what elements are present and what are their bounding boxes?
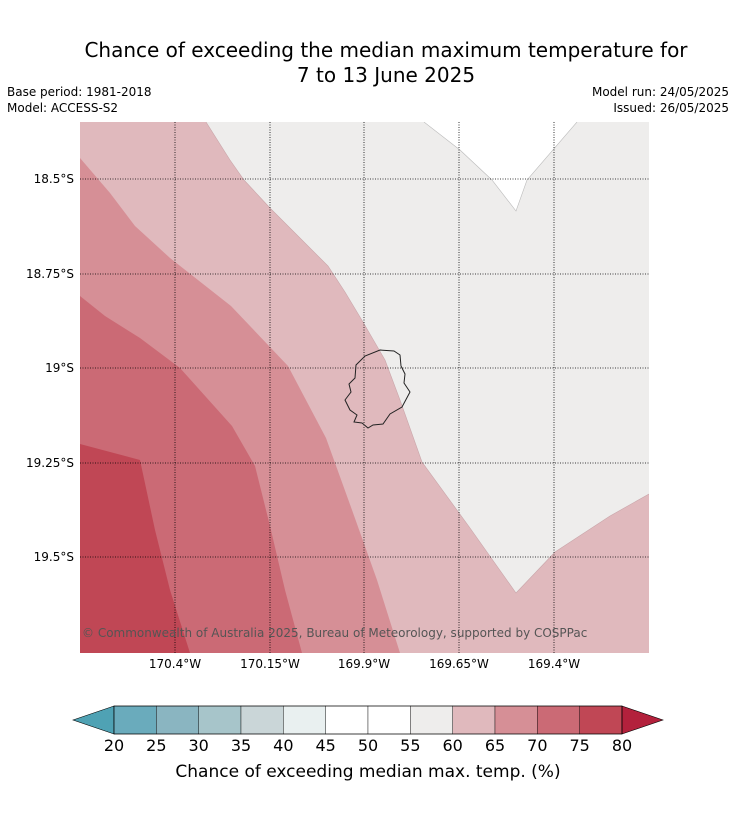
- colorbar-tick-label: 80: [611, 736, 633, 755]
- colorbar-tick-label: 20: [103, 736, 125, 755]
- lat-label: 19.25°S: [26, 456, 74, 470]
- colorbar: [72, 705, 664, 735]
- colorbar-tick-label: 60: [442, 736, 463, 755]
- gridlines: [80, 122, 649, 653]
- contour-60: [205, 122, 649, 594]
- model-run: Model run: 24/05/2025: [591, 85, 729, 99]
- lat-label: 18.75°S: [26, 267, 74, 281]
- colorbar-tick-label: 75: [569, 736, 590, 755]
- colorbar-tick-label: 35: [230, 736, 252, 755]
- colorbar-segment: [410, 705, 453, 735]
- band-45-55: [424, 122, 577, 211]
- copyright-notice: © Commonwealth of Australia 2025, Bureau…: [82, 626, 588, 640]
- colorbar-segment: [283, 705, 326, 735]
- map-area: [80, 122, 649, 653]
- colorbar-segment: [325, 705, 369, 735]
- title-line-1: Chance of exceeding the median maximum t…: [84, 38, 688, 62]
- colorbar-under-arrow: [72, 705, 115, 735]
- colorbar-segments: [113, 705, 623, 735]
- base-period: Base period: 1981-2018: [7, 85, 152, 99]
- issued-date: Issued: 26/05/2025: [613, 101, 729, 115]
- lon-label: 169.4°W: [527, 657, 581, 671]
- colorbar-segment: [113, 705, 157, 735]
- colorbar-segment: [452, 705, 496, 735]
- colorbar-tick-label: 50: [357, 736, 379, 755]
- colorbar-over-arrow: [621, 705, 664, 735]
- lon-label: 170.15°W: [240, 657, 300, 671]
- colorbar-segment: [156, 705, 199, 735]
- meta-left: Base period: 1981-2018 Model: ACCESS-S2: [7, 84, 152, 116]
- lat-label: 19°S: [45, 361, 74, 375]
- contour-55: [423, 122, 578, 212]
- colorbar-tick-label: 55: [400, 736, 421, 755]
- band-75-80: [80, 444, 190, 653]
- colorbar-tick-label: 70: [527, 736, 548, 755]
- model-name: Model: ACCESS-S2: [7, 101, 119, 115]
- lon-label: 169.9°W: [337, 657, 391, 671]
- colorbar-segment: [367, 705, 411, 735]
- colorbar-tick-label: 40: [273, 736, 294, 755]
- meta-right: Model run: 24/05/2025 Issued: 26/05/2025: [592, 84, 729, 116]
- colorbar-tick-label: 30: [188, 736, 209, 755]
- colorbar-segment: [537, 705, 580, 735]
- colorbar-frame: [113, 705, 623, 735]
- colorbar-segment: [240, 705, 284, 735]
- colorbar-tick-label: 25: [146, 736, 167, 755]
- island-outline: [344, 349, 411, 429]
- lat-label: 19.5°S: [33, 550, 74, 564]
- colorbar-tick-label: 45: [315, 736, 336, 755]
- lon-label: 169.65°W: [429, 657, 489, 671]
- colorbar-tick-label: 65: [484, 736, 506, 755]
- colorbar-segment: [198, 705, 242, 735]
- chart-title: Chance of exceeding the median maximum t…: [0, 38, 736, 88]
- colorbar-segment: [579, 705, 623, 735]
- colorbar-label: Chance of exceeding median max. temp. (%…: [175, 762, 561, 782]
- lat-label: 18.5°S: [33, 172, 74, 186]
- colorbar-segment: [494, 705, 538, 735]
- lon-label: 170.4°W: [148, 657, 202, 671]
- title-line-2: 7 to 13 June 2025: [296, 63, 476, 87]
